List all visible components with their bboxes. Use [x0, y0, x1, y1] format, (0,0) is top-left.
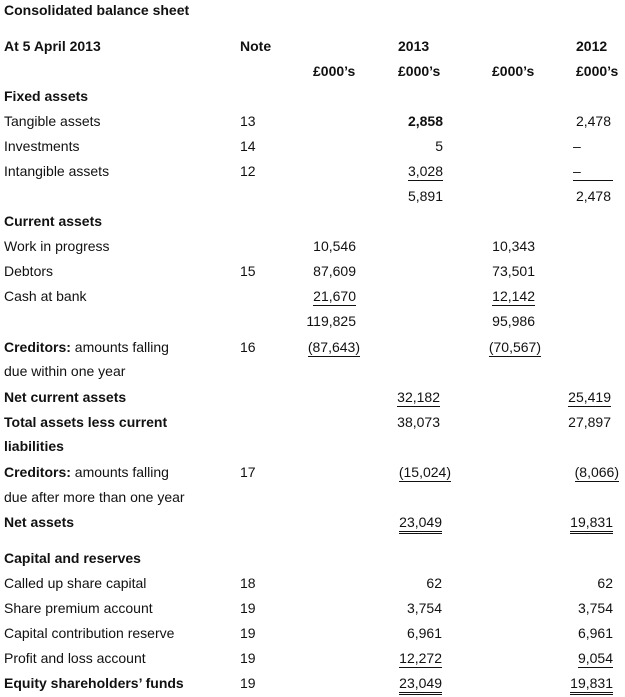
value-2013: 12,272: [399, 650, 442, 668]
sub-value-2013: (87,643): [307, 339, 360, 357]
row-label: Creditors: amounts falling: [4, 464, 169, 480]
sub-value-2013: 21,670: [313, 288, 356, 306]
row-label-line2: liabilities: [4, 438, 64, 454]
row-label: Equity shareholders’ funds: [4, 675, 184, 691]
year-2012-header: 2012: [576, 38, 608, 54]
row-label-line2: due after more than one year: [4, 489, 185, 505]
value-2013: 62: [426, 575, 442, 591]
row-note: 13: [240, 113, 256, 129]
sub-value-2013: 87,609: [313, 263, 356, 279]
row-label: Investments: [4, 138, 80, 154]
row-label-line2: due within one year: [4, 363, 126, 379]
row-note: 19: [240, 650, 256, 666]
sub-value-2012: 10,343: [492, 238, 535, 254]
row-note: 19: [240, 600, 256, 616]
subtotal-2012: 2,478: [575, 188, 611, 204]
value-2012: 19,831: [493, 674, 613, 695]
value-2012: 6,961: [577, 625, 613, 641]
sub-total-2013: 119,825: [306, 313, 356, 329]
value-2013: 38,073: [397, 414, 440, 430]
sub-total-2012: 95,986: [492, 313, 535, 329]
row-note: 15: [240, 263, 256, 279]
value-2013: 23,049: [322, 674, 442, 695]
unit-header-2013: £000’s: [398, 63, 441, 79]
value-2012: 62: [597, 575, 613, 591]
value-2013: 2,858: [407, 113, 443, 129]
sub-value-2013: 10,546: [313, 238, 356, 254]
value-2012: –: [573, 162, 613, 181]
value-2012: 2,478: [575, 113, 611, 129]
row-label: Tangible assets: [4, 113, 101, 129]
date-label: At 5 April 2013: [4, 38, 101, 54]
section-heading: Capital and reserves: [4, 550, 141, 566]
subtotal-2013: 5,891: [407, 188, 443, 204]
row-label: Debtors: [4, 263, 54, 279]
row-label: Capital contribution reserve: [4, 625, 175, 641]
row-note: 19: [240, 625, 256, 641]
value-2012: 3,754: [577, 600, 613, 616]
row-label: Intangible assets: [4, 163, 110, 179]
value-2012: 25,419: [568, 389, 611, 407]
sub-value-2012: (70,567): [488, 339, 541, 357]
row-note: 18: [240, 575, 256, 591]
value-2013: 6,961: [406, 625, 442, 641]
value-2012: 19,831: [493, 513, 613, 534]
value-2013: 32,182: [397, 389, 440, 407]
sub-value-2012: 73,501: [492, 263, 535, 279]
row-note: 12: [240, 163, 256, 179]
value-2012: –: [573, 138, 581, 154]
value-2012: 9,054: [577, 650, 613, 668]
section-heading: Current assets: [4, 213, 103, 229]
note-column-header: Note: [240, 38, 272, 54]
unit-header-sub-2012: £000’s: [492, 63, 535, 79]
row-note: 19: [240, 675, 256, 691]
row-note: 16: [240, 339, 256, 355]
row-label: Net assets: [4, 514, 75, 530]
page-title: Consolidated balance sheet: [4, 2, 190, 18]
value-2013: 3,028: [407, 163, 443, 181]
value-2013: 23,049: [322, 513, 442, 534]
unit-header-2012: £000’s: [576, 63, 619, 79]
sub-value-2012: 12,142: [492, 288, 535, 306]
row-label: Cash at bank: [4, 288, 87, 304]
value-2012: (8,066): [574, 464, 619, 482]
row-note: 14: [240, 138, 256, 154]
year-2013-header: 2013: [398, 38, 430, 54]
row-label: Called up share capital: [4, 575, 147, 591]
row-label: Profit and loss account: [4, 650, 146, 666]
value-2013: 5: [435, 138, 443, 154]
value-2013: (15,024): [398, 464, 451, 482]
unit-header-sub-2013: £000’s: [313, 63, 356, 79]
row-label: Total assets less current: [4, 414, 168, 430]
row-label: Work in progress: [4, 238, 110, 254]
row-label: Net current assets: [4, 389, 127, 405]
row-label: Creditors: amounts falling: [4, 339, 169, 355]
value-2013: 3,754: [406, 600, 442, 616]
row-note: 17: [240, 464, 256, 480]
section-heading: Fixed assets: [4, 88, 89, 104]
value-2012: 27,897: [568, 414, 611, 430]
row-label: Share premium account: [4, 600, 153, 616]
